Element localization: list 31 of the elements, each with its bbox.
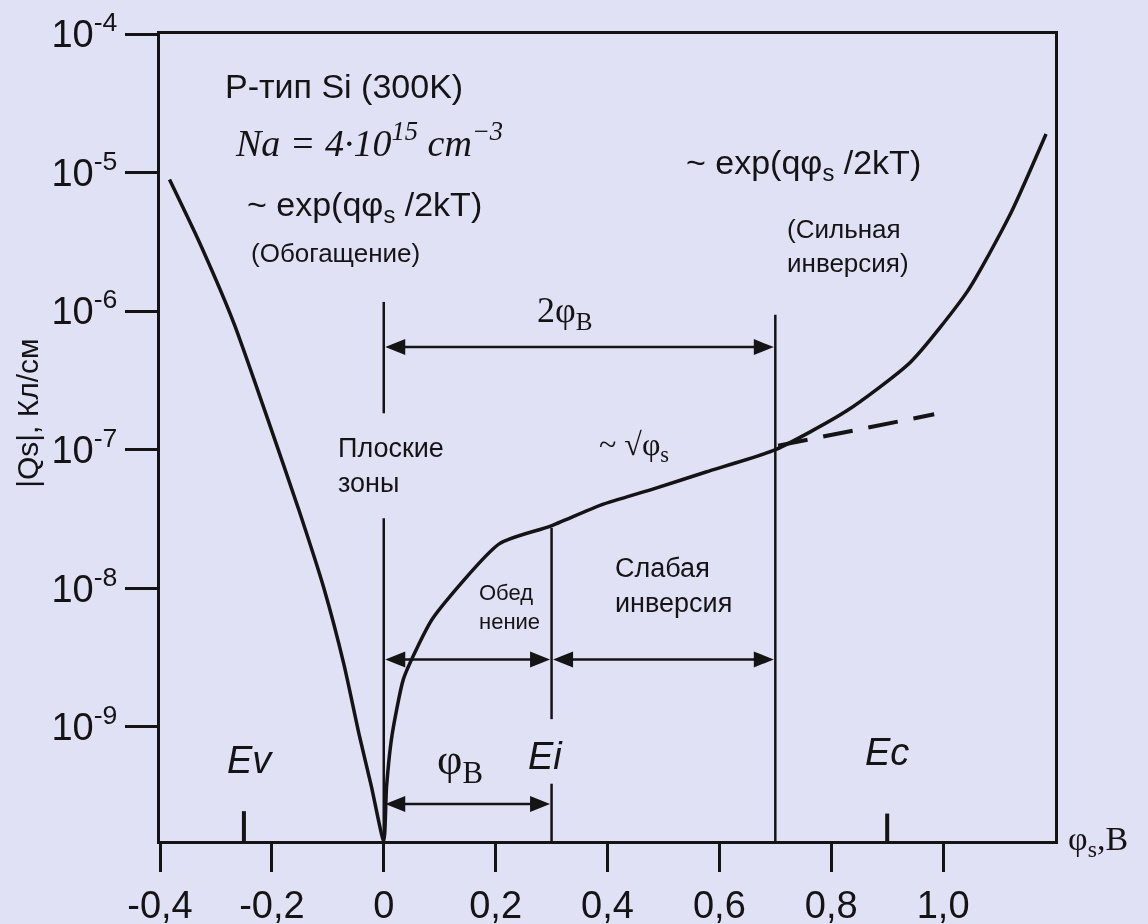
x-tick-label: 1,0 <box>916 883 970 924</box>
x-axis-title: φ$_{s}$,В <box>1068 820 1129 863</box>
annotation: φ$_{B}$ <box>437 735 483 791</box>
ref-line-label: Плоские зоны <box>338 433 444 499</box>
x-tick-label: 0,6 <box>692 883 746 924</box>
y-tick-label: 10$^{-5}$ <box>51 145 118 194</box>
annotation: ~ exp(qφ$_{s}$ /2kT) <box>686 143 922 187</box>
x-tick-label: 0,2 <box>469 883 523 924</box>
annotation: 2φ$_{B}$ <box>537 290 593 335</box>
annotation: ~ √φ$_{s}$ <box>599 426 670 467</box>
ref-line-label: Ec <box>865 731 910 773</box>
annotation: Обед нение <box>479 580 541 634</box>
annotation: Слабая инверсия <box>615 553 733 619</box>
y-axis-title: |Qs|, Кл/см <box>11 338 45 488</box>
annotation: ~ exp(qφ$_{s}$ /2kT) <box>247 185 483 229</box>
annotation: Na = 4·10$^{15}$ cm$^{−3}$ <box>235 116 504 164</box>
y-tick-label: 10$^{-6}$ <box>51 284 118 333</box>
x-tick-label: 0,4 <box>581 883 634 924</box>
ref-line-label: Ev <box>227 739 274 781</box>
y-tick-label: 10$^{-8}$ <box>51 561 118 610</box>
y-tick-label: 10$^{-4}$ <box>51 7 118 56</box>
y-tick-label: 10$^{-9}$ <box>51 700 118 749</box>
x-tick-label: 0,8 <box>804 883 858 924</box>
x-tick-label: -0,2 <box>239 883 305 924</box>
ref-line-label: Ei <box>528 735 564 777</box>
y-tick-label: 10$^{-7}$ <box>51 423 118 471</box>
annotation: P-тип Si (300K) <box>225 67 464 105</box>
annotation: (Обогащение) <box>251 238 421 268</box>
x-tick-label: 0 <box>373 883 395 924</box>
annotation: (Сильная инверсия) <box>787 214 909 278</box>
x-tick-label: -0,4 <box>127 883 193 924</box>
